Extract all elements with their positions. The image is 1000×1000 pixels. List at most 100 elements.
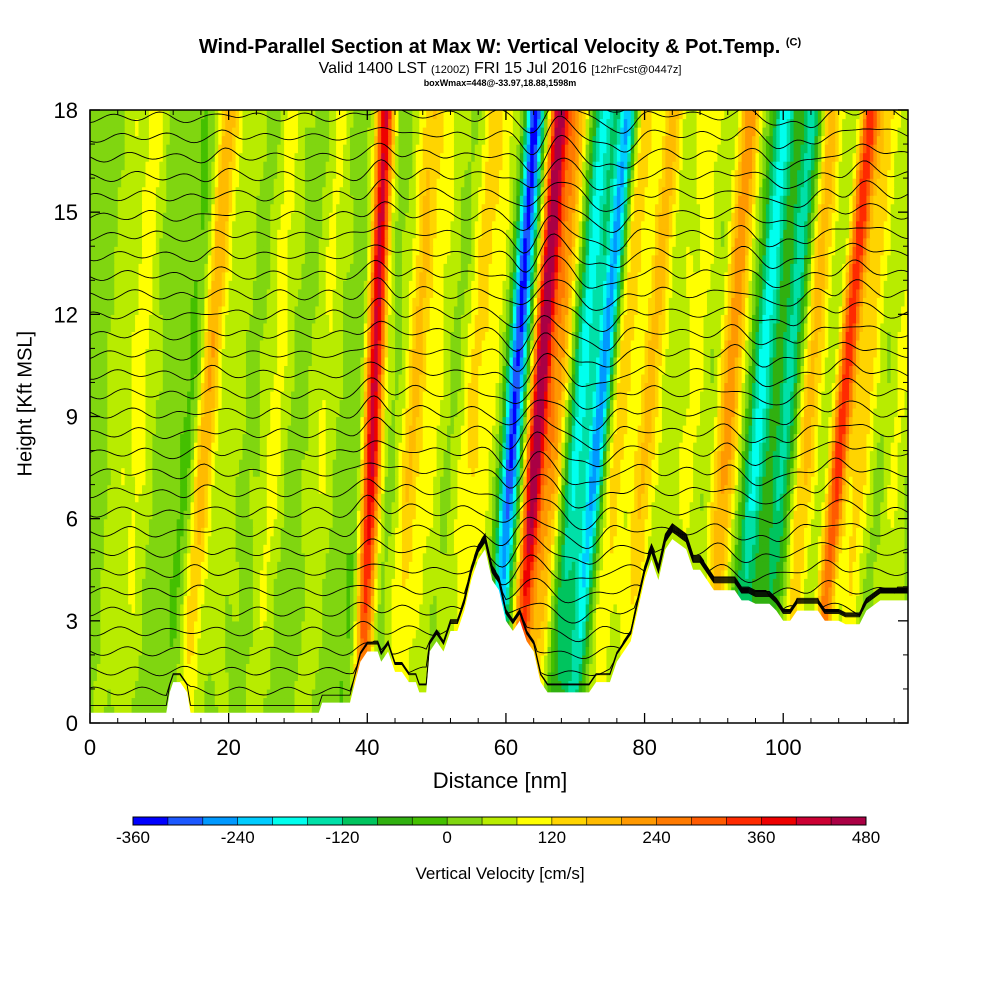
- velocity-cell: [367, 595, 372, 605]
- velocity-cell: [578, 671, 583, 682]
- velocity-cell: [599, 654, 604, 664]
- velocity-cell: [762, 595, 767, 605]
- velocity-cell: [145, 569, 150, 579]
- velocity-cell: [159, 680, 164, 690]
- velocity-cell: [509, 603, 514, 613]
- velocity-cell: [311, 705, 316, 716]
- velocity-cell: [401, 578, 407, 588]
- velocity-cell: [412, 663, 417, 673]
- velocity-cell: [582, 654, 587, 664]
- velocity-cell: [849, 569, 854, 579]
- velocity-cell: [401, 612, 407, 622]
- velocity-cell: [582, 629, 587, 639]
- velocity-cell: [873, 578, 878, 588]
- velocity-cell: [370, 586, 375, 596]
- velocity-cell: [322, 595, 327, 605]
- velocity-cell: [135, 561, 140, 571]
- velocity-cell: [582, 663, 587, 673]
- velocity-cell: [155, 578, 160, 588]
- velocity-cell: [852, 569, 857, 579]
- velocity-cell: [426, 552, 431, 562]
- velocity-cell: [225, 671, 230, 682]
- velocity-cell: [336, 595, 341, 605]
- velocity-cell: [602, 654, 608, 664]
- velocity-cell: [200, 561, 205, 571]
- velocity-cell: [291, 629, 296, 639]
- velocity-cell: [360, 595, 365, 605]
- velocity-cell: [200, 671, 205, 682]
- velocity-cell: [336, 544, 341, 554]
- velocity-cell: [374, 586, 379, 596]
- velocity-cell: [124, 612, 129, 622]
- velocity-cell: [301, 671, 306, 682]
- velocity-cell: [270, 680, 275, 690]
- velocity-cell: [533, 620, 538, 630]
- velocity-cell: [550, 561, 556, 571]
- velocity-cell: [589, 671, 594, 682]
- velocity-cell: [110, 561, 115, 571]
- velocity-cell: [187, 552, 192, 562]
- velocity-cell: [138, 544, 143, 554]
- velocity-cell: [582, 569, 587, 579]
- velocity-cell: [207, 578, 212, 588]
- velocity-cell: [769, 586, 774, 596]
- velocity-cell: [873, 595, 878, 605]
- velocity-cell: [221, 646, 226, 656]
- velocity-cell: [152, 552, 157, 562]
- velocity-cell: [443, 578, 448, 588]
- velocity-cell: [443, 595, 448, 605]
- valid-utc: (1200Z): [430, 64, 470, 76]
- velocity-cell: [693, 561, 698, 571]
- velocity-cell: [492, 544, 497, 554]
- velocity-cell: [96, 603, 101, 613]
- velocity-cell: [329, 671, 334, 682]
- velocity-cell: [557, 552, 562, 562]
- velocity-cell: [616, 637, 621, 647]
- velocity-cell: [190, 637, 195, 647]
- velocity-cell: [96, 629, 101, 639]
- velocity-cell: [554, 544, 559, 554]
- velocity-cell: [114, 544, 119, 554]
- velocity-cell: [606, 603, 611, 613]
- velocity-cell: [505, 561, 510, 571]
- velocity-cell: [145, 535, 150, 545]
- velocity-cell: [301, 629, 306, 639]
- velocity-cell: [876, 595, 881, 605]
- velocity-cell: [426, 578, 431, 588]
- velocity-cell: [710, 544, 715, 554]
- velocity-cell: [453, 612, 459, 622]
- velocity-cell: [349, 569, 355, 579]
- velocity-cell: [239, 663, 244, 673]
- velocity-cell: [422, 620, 427, 630]
- velocity-cell: [225, 603, 230, 613]
- velocity-cell: [828, 603, 833, 613]
- valid-date: FRI 15 Jul 2016: [473, 60, 587, 77]
- velocity-cell: [606, 663, 611, 673]
- velocity-cell: [183, 586, 188, 596]
- velocity-cell: [745, 544, 750, 554]
- velocity-cell: [398, 552, 403, 562]
- velocity-cell: [239, 697, 244, 707]
- velocity-cell: [193, 578, 199, 588]
- velocity-cell: [155, 620, 160, 630]
- velocity-cell: [824, 586, 829, 596]
- velocity-cell: [239, 654, 244, 664]
- velocity-cell: [831, 552, 836, 562]
- velocity-cell: [193, 663, 199, 673]
- velocity-cell: [353, 544, 358, 554]
- velocity-cell: [183, 671, 188, 682]
- velocity-cell: [897, 561, 902, 571]
- velocity-cell: [166, 620, 171, 630]
- velocity-cell: [124, 671, 129, 682]
- velocity-cell: [187, 663, 192, 673]
- velocity-cell: [353, 612, 358, 622]
- velocity-cell: [890, 561, 895, 571]
- velocity-cell: [429, 620, 434, 630]
- velocity-cell: [103, 620, 108, 630]
- velocity-cell: [849, 595, 854, 605]
- velocity-cell: [187, 578, 192, 588]
- velocity-cell: [90, 620, 95, 630]
- velocity-cell: [318, 688, 323, 699]
- velocity-cell: [297, 612, 303, 622]
- velocity-cell: [141, 629, 147, 639]
